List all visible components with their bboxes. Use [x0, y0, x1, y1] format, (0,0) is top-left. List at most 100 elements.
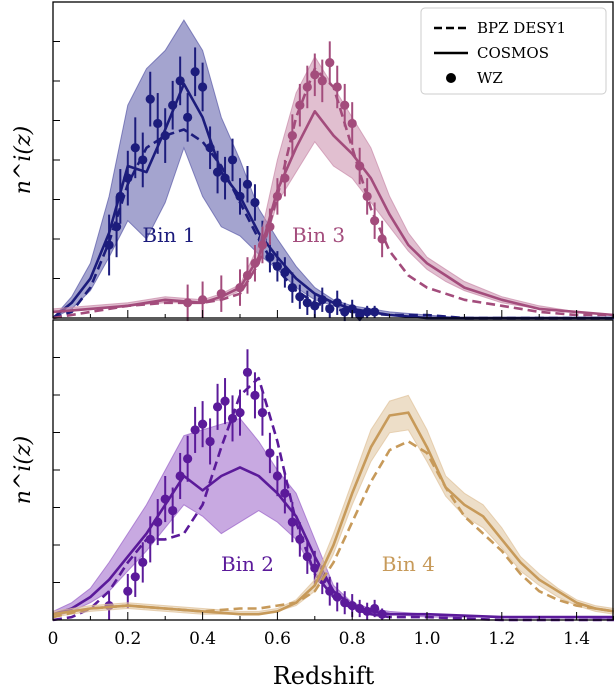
bin-3-wz-point: [183, 298, 193, 308]
bin-3-wz-point: [242, 270, 253, 281]
bin-3-wz-point: [355, 161, 365, 171]
bin-3-wz-point: [265, 222, 275, 232]
bin-2-wz-point: [198, 419, 208, 429]
bin-2-wz-point: [325, 586, 335, 596]
legend-entry-label: BPZ DESY1: [477, 19, 566, 37]
bin-2-wz-point: [123, 586, 133, 596]
bin-1-wz-point: [347, 304, 357, 314]
bin-1-wz-point: [104, 240, 114, 250]
bin-2-wz-point: [153, 517, 163, 527]
bin-3-wz-point: [347, 118, 357, 129]
bin-1-wz-point: [205, 143, 215, 153]
bin-3-wz-point: [370, 216, 380, 226]
bin-2-wz-point: [190, 425, 200, 435]
bin-1-wz-point: [362, 307, 372, 317]
x-tick-label: 0.2: [114, 629, 141, 649]
y-axis-label: n^i(z): [11, 126, 36, 194]
bin-1-wz-point: [138, 155, 148, 165]
bin-3-wz-point: [250, 258, 260, 268]
bin-2-wz-point: [175, 471, 185, 481]
bin-3-wz-point: [295, 100, 305, 110]
x-axis-label: Redshift: [273, 662, 375, 690]
bin-1-wz-point: [175, 76, 185, 86]
bin-1-wz-point: [115, 191, 125, 201]
legend: BPZ DESY1 COSMOS WZ: [420, 7, 607, 95]
bin-1-wz-point: [160, 131, 170, 141]
bin-2-wz-point: [295, 534, 305, 544]
bin-3-wz-point: [310, 70, 320, 80]
x-tick-label: 1.2: [488, 629, 515, 649]
bin-2-wz-point: [340, 598, 350, 608]
bin-1-wz-point: [130, 143, 140, 153]
bin-2-wz-point: [183, 454, 193, 464]
bin-3-wz-point: [235, 283, 245, 293]
bin-2-wz-point: [235, 408, 245, 418]
x-tick-label: 0: [48, 629, 59, 649]
bin-1-label: Bin 1: [142, 223, 195, 247]
bin-2-wz-point: [370, 603, 380, 614]
bin-1-wz-point: [242, 179, 253, 189]
bin-3-wz-point: [216, 289, 226, 299]
bin-1-wz-point: [340, 307, 350, 317]
legend-marker-points: [446, 73, 456, 83]
x-tick-label: 1.4: [563, 629, 590, 649]
bin-3-wz-point: [280, 173, 290, 183]
bin-1-wz-point: [265, 252, 275, 262]
bin-2-wz-point: [377, 609, 387, 619]
bin-3-wz-point: [287, 131, 297, 141]
bin-2-wz-point: [220, 396, 230, 406]
bin-3-wz-point: [272, 191, 282, 201]
bin-1-wz-point: [220, 173, 230, 183]
bin-2-wz-point: [310, 563, 320, 573]
bin-1-wz-point: [183, 112, 193, 122]
legend-entry-label: COSMOS: [477, 44, 549, 62]
bin-2-wz-point: [347, 601, 357, 611]
top-panel: Bin 1 Bin 3 n^i(z): [11, 1, 614, 322]
bin-1-wz-point: [235, 191, 245, 201]
bin-1-wz-point: [145, 94, 155, 104]
bin-3-wz-point: [317, 76, 327, 86]
x-tick-label: 1.0: [413, 629, 440, 649]
bin-1-wz-point: [272, 261, 282, 271]
bin-4-bpz-line: [52, 440, 614, 619]
bin-2-bpz-line: [52, 376, 614, 622]
bin-1-wz-point: [250, 197, 260, 208]
bin-2-wz-point: [138, 557, 148, 568]
bin-1-wz-point: [317, 295, 327, 305]
bin-3-wz-point: [257, 240, 268, 250]
bin-1-wz-point: [295, 292, 305, 302]
bin-3-wz-point: [198, 295, 208, 305]
bin-3-wz-point: [325, 58, 335, 68]
bin-1-cosmos-band: [52, 19, 614, 319]
bin-3-wz-point: [362, 191, 372, 201]
x-tick-label: 0.8: [339, 629, 366, 649]
bin-2-wz-point: [130, 572, 140, 582]
bin-2-wz-point: [145, 534, 155, 544]
bin-1-wz-point: [168, 100, 178, 110]
bin-1-wz-point: [198, 82, 208, 92]
bin-1-wz-point: [287, 283, 297, 293]
bin-2-wz-point: [265, 448, 275, 458]
bin-2-wz-point: [362, 606, 372, 616]
bin-3-wz-point: [377, 234, 387, 244]
bin-2-wz-point: [205, 436, 215, 447]
bin-2-wz-point: [302, 552, 312, 562]
bin-1-wz-point: [280, 267, 290, 277]
bin-1-wz-point: [227, 155, 238, 165]
bin-2-wz-point: [250, 390, 260, 400]
bin-1-wz-point: [153, 118, 163, 129]
x-tick-label: 0.4: [189, 629, 216, 649]
bin-3-label: Bin 3: [292, 223, 345, 247]
bin-2-wz-point: [280, 488, 290, 498]
bin-2-wz-point: [287, 517, 297, 527]
y-axis-label: n^i(z): [11, 436, 36, 504]
bin-1-wz-point: [302, 298, 312, 308]
bin-3-wz-point: [302, 82, 312, 92]
bin-2-wz-point: [160, 494, 170, 504]
bin-1-wz-point: [190, 67, 200, 77]
bin-2-wz-point: [272, 471, 282, 481]
x-tick-label: 0.6: [264, 629, 291, 649]
bin-1-wz-point: [123, 173, 133, 183]
bin-2-wz-point: [355, 603, 365, 614]
bin-1-wz-point: [310, 301, 320, 311]
